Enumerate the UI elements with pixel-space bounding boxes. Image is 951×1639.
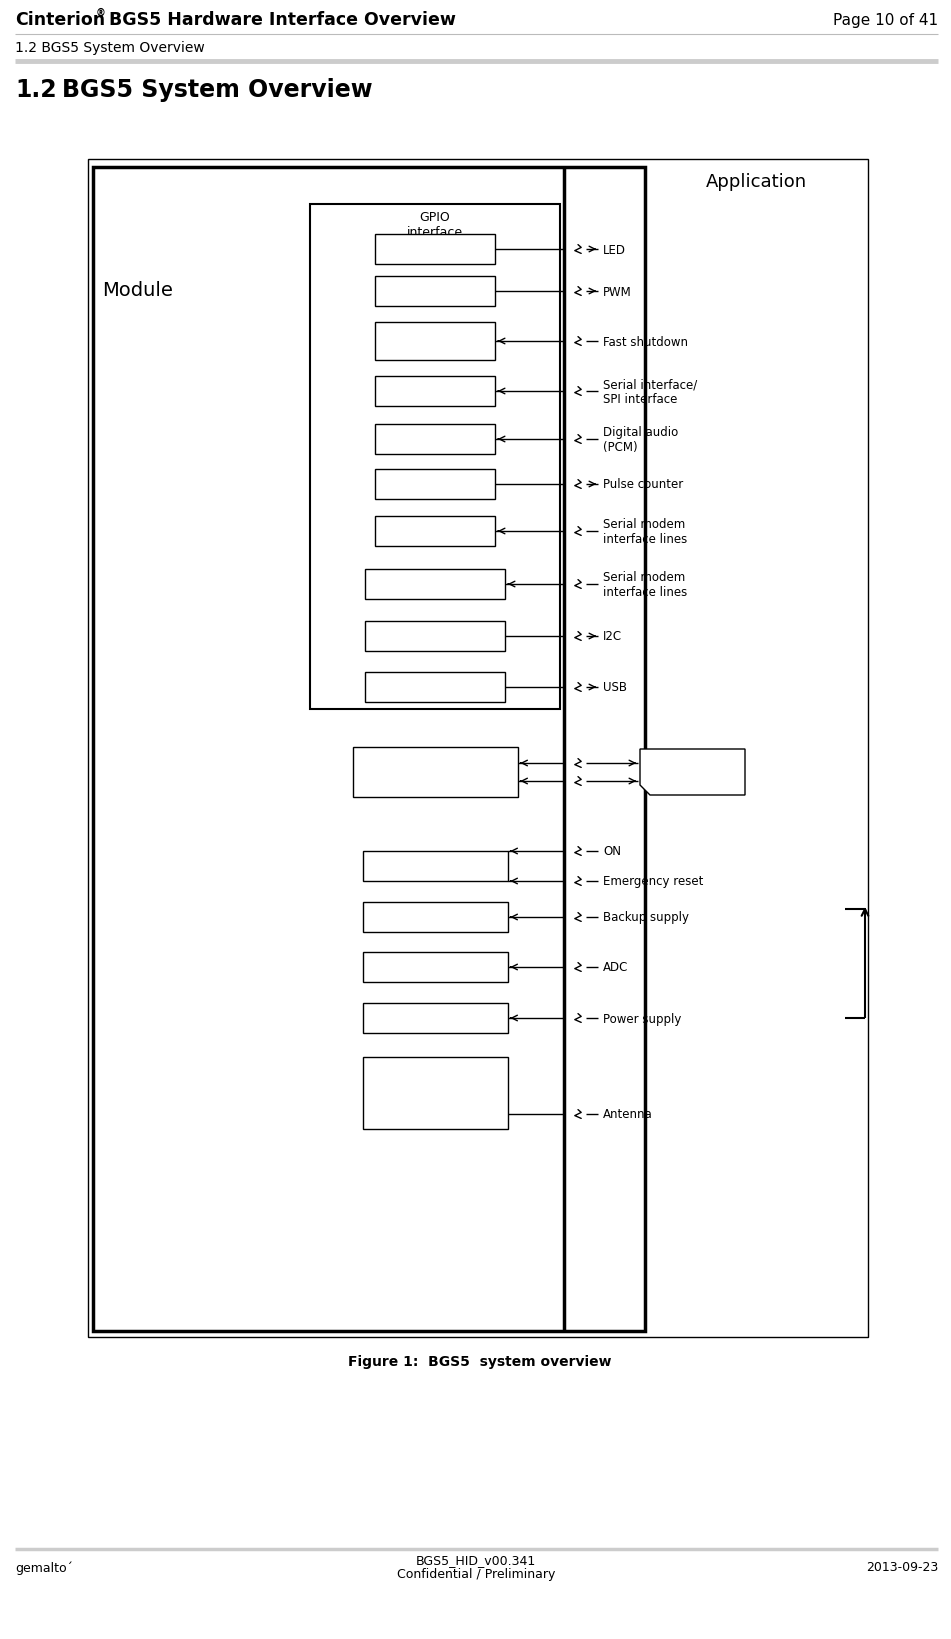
Text: ASC1/SPI: ASC1/SPI bbox=[409, 385, 461, 398]
Bar bbox=[365, 672, 505, 703]
Text: PCM: PCM bbox=[422, 433, 448, 446]
Text: 1.2 BGS5 System Overview: 1.2 BGS5 System Overview bbox=[15, 41, 204, 56]
Text: Confidential / Preliminary: Confidential / Preliminary bbox=[397, 1567, 555, 1580]
Text: BGS5 Hardware Interface Overview: BGS5 Hardware Interface Overview bbox=[103, 11, 456, 30]
Text: COUNTER: COUNTER bbox=[406, 479, 464, 492]
Bar bbox=[353, 747, 517, 798]
Bar bbox=[93, 167, 645, 1331]
Text: Antenna: Antenna bbox=[603, 1108, 652, 1121]
Text: Power supply: Power supply bbox=[603, 1011, 681, 1024]
Text: Application: Application bbox=[706, 172, 806, 190]
Text: RTC: RTC bbox=[424, 911, 446, 924]
Text: I2C: I2C bbox=[603, 629, 622, 642]
Text: Serial interface/
SPI interface: Serial interface/ SPI interface bbox=[603, 377, 697, 406]
Text: SIM card: SIM card bbox=[668, 765, 722, 779]
Text: CONTROL: CONTROL bbox=[406, 860, 464, 874]
Bar bbox=[362, 852, 508, 882]
Text: Module: Module bbox=[103, 280, 173, 300]
Text: POWER: POWER bbox=[414, 1011, 456, 1024]
Text: ®: ® bbox=[96, 8, 106, 18]
Text: BGS5_HID_v00.341: BGS5_HID_v00.341 bbox=[416, 1554, 536, 1567]
Text: 1.2: 1.2 bbox=[15, 79, 57, 102]
Text: Pulse counter: Pulse counter bbox=[603, 479, 683, 492]
Text: DAC (PWM): DAC (PWM) bbox=[401, 285, 468, 298]
Text: Fast shutdown: Fast shutdown bbox=[603, 336, 688, 349]
Text: 2013-09-23: 2013-09-23 bbox=[865, 1560, 938, 1573]
Text: ANTENNA
(GSM/UMTS
quad band): ANTENNA (GSM/UMTS quad band) bbox=[400, 1072, 469, 1115]
Text: Backup supply: Backup supply bbox=[603, 911, 689, 924]
Text: LED: LED bbox=[603, 243, 626, 256]
Bar bbox=[375, 425, 495, 454]
Text: ON: ON bbox=[603, 846, 621, 857]
Text: GPIO
interface: GPIO interface bbox=[407, 211, 463, 239]
Bar bbox=[375, 277, 495, 306]
Text: USB: USB bbox=[603, 682, 627, 693]
Text: Page 10 of 41: Page 10 of 41 bbox=[833, 13, 938, 28]
Bar bbox=[365, 621, 505, 652]
Bar bbox=[375, 377, 495, 406]
Bar bbox=[365, 570, 505, 600]
Text: gemalto´: gemalto´ bbox=[15, 1560, 73, 1573]
Text: Status: Status bbox=[417, 243, 454, 256]
Text: SIM interface
(with SIM detection): SIM interface (with SIM detection) bbox=[376, 759, 495, 787]
Text: Fast
shutdown: Fast shutdown bbox=[406, 328, 464, 356]
Text: Serial modem
interface lines: Serial modem interface lines bbox=[603, 570, 688, 598]
Bar bbox=[375, 323, 495, 361]
Text: PWM: PWM bbox=[603, 285, 631, 298]
Text: Figure 1:  BGS5  system overview: Figure 1: BGS5 system overview bbox=[348, 1354, 611, 1369]
Text: BGS5 System Overview: BGS5 System Overview bbox=[62, 79, 373, 102]
Polygon shape bbox=[640, 749, 745, 795]
Bar bbox=[362, 952, 508, 982]
Text: Emergency reset: Emergency reset bbox=[603, 875, 704, 888]
Bar bbox=[375, 234, 495, 266]
Bar bbox=[310, 205, 560, 710]
Text: ADC: ADC bbox=[422, 960, 448, 974]
Bar bbox=[375, 470, 495, 500]
Bar bbox=[362, 903, 508, 933]
Text: USB: USB bbox=[423, 682, 447, 693]
Bar bbox=[362, 1057, 508, 1129]
Text: Digital audio
(PCM): Digital audio (PCM) bbox=[603, 426, 678, 454]
Text: ASC0 lines: ASC0 lines bbox=[404, 524, 466, 538]
Text: Cinterion: Cinterion bbox=[15, 11, 106, 30]
Text: ASC0 lines: ASC0 lines bbox=[404, 579, 466, 592]
Bar bbox=[375, 516, 495, 547]
Bar bbox=[88, 161, 868, 1337]
Bar bbox=[362, 1003, 508, 1033]
Text: Serial modem
interface lines: Serial modem interface lines bbox=[603, 518, 688, 546]
Text: ADC: ADC bbox=[603, 960, 629, 974]
Text: I2C: I2C bbox=[425, 629, 444, 642]
